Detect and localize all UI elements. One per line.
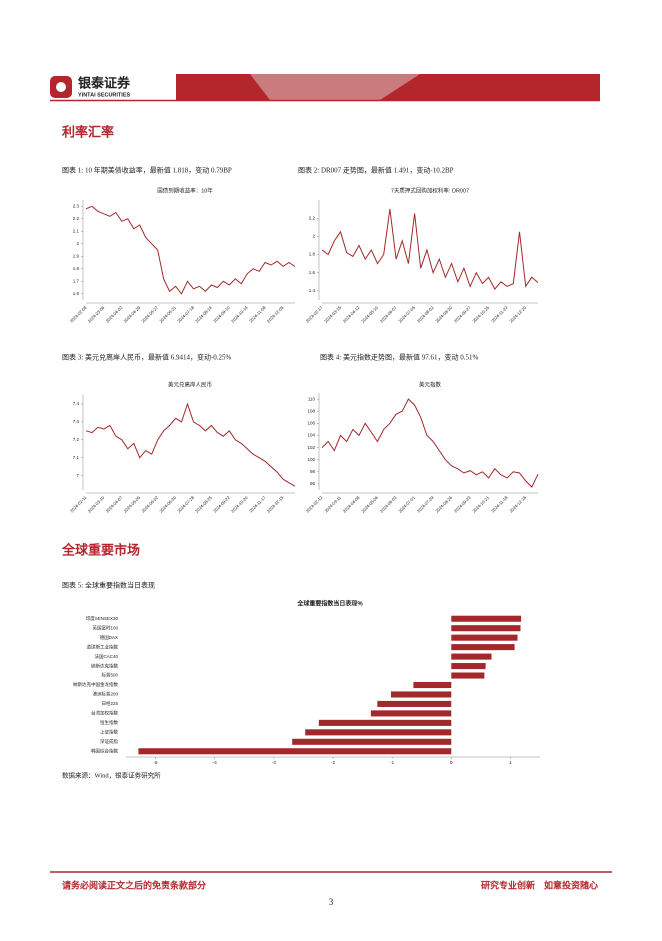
y-tick-label: 7.1 bbox=[73, 455, 80, 460]
source-note: 数据来源：Wind，银泰证券研究所 bbox=[62, 770, 161, 779]
x-tick-label: 0 bbox=[450, 760, 453, 765]
bar bbox=[451, 615, 522, 622]
y-tick-label: 98 bbox=[310, 469, 316, 474]
y-tick-label: 100 bbox=[307, 457, 315, 462]
y-tick-label: 英国富时100 bbox=[92, 624, 118, 631]
y-tick-label: 2.2 bbox=[309, 215, 316, 220]
chart-title: 美元指数 bbox=[419, 380, 442, 388]
bar bbox=[390, 691, 452, 698]
y-tick-label: 104 bbox=[307, 433, 315, 438]
y-tick-label: 2 bbox=[76, 241, 79, 246]
y-tick-label: 2.1 bbox=[73, 228, 80, 233]
bar bbox=[305, 729, 452, 736]
y-tick-label: 2 bbox=[312, 234, 315, 239]
line-series bbox=[321, 398, 539, 488]
bar bbox=[451, 663, 486, 670]
y-tick-label: 恒生指数 bbox=[100, 719, 118, 726]
logo-icon-inner bbox=[56, 82, 66, 92]
footer-slogan: 研究专业创新 如意投资随心 bbox=[481, 879, 598, 890]
y-tick-label: 96 bbox=[310, 481, 316, 486]
y-tick-label: 韩国综合指数 bbox=[91, 747, 118, 754]
section-heading: 利率汇率 bbox=[62, 124, 114, 139]
y-tick-label: 1.8 bbox=[73, 266, 80, 271]
bar bbox=[318, 719, 452, 726]
y-tick-label: 德国DAX bbox=[100, 634, 118, 641]
figure-caption: 图表 1: 10 年期美债收益率，最新值 1.818，变动 0.79BP bbox=[62, 166, 232, 175]
y-tick-label: 106 bbox=[307, 421, 315, 426]
y-tick-label: 7.3 bbox=[73, 419, 80, 424]
figure-caption: 图表 4: 美元指数走势图，最新值 97.61，变动 0.51% bbox=[320, 353, 478, 362]
y-tick-label: 纳斯达克中国金龙指数 bbox=[73, 681, 118, 688]
x-tick-label: -3 bbox=[272, 760, 276, 765]
y-tick-label: 纳斯达克指数 bbox=[91, 662, 118, 669]
x-tick-label: -1 bbox=[390, 760, 394, 765]
x-tick-label: -4 bbox=[213, 760, 217, 765]
y-tick-label: 7.4 bbox=[73, 401, 80, 406]
footer-disclaimer: 请务必阅读正文之后的免责条款部分 bbox=[62, 879, 206, 890]
y-tick-label: 1.6 bbox=[309, 270, 316, 275]
y-tick-label: 深证成指 bbox=[100, 738, 118, 745]
bar bbox=[451, 625, 521, 632]
bar bbox=[138, 748, 452, 755]
y-tick-label: 日经225 bbox=[101, 700, 118, 707]
y-tick-label: 澳洲标普200 bbox=[92, 691, 118, 698]
bar bbox=[451, 672, 485, 679]
bar bbox=[377, 700, 452, 707]
y-tick-label: 1.4 bbox=[309, 288, 316, 293]
y-tick-label: 7 bbox=[76, 473, 79, 478]
y-tick-label: 108 bbox=[307, 408, 315, 413]
y-tick-label: 台湾加权指数 bbox=[91, 710, 118, 717]
y-tick-label: 印度SENSEX30 bbox=[86, 615, 119, 622]
bar bbox=[413, 681, 452, 689]
section-heading: 全球重要市场 bbox=[61, 542, 140, 557]
y-tick-label: 110 bbox=[308, 396, 316, 401]
y-tick-label: 1.9 bbox=[73, 253, 80, 258]
y-tick-label: 2.2 bbox=[73, 216, 80, 221]
y-tick-label: 标普500 bbox=[101, 672, 118, 679]
x-tick-label: -5 bbox=[154, 760, 158, 765]
y-tick-label: 102 bbox=[307, 445, 315, 450]
chart-title: 国债到期收益率：10年 bbox=[157, 186, 213, 194]
figure-caption: 图表 2: DR007 走势图，最新值 1.491，变动-10.2BP bbox=[298, 166, 454, 175]
y-tick-label: 2.3 bbox=[73, 203, 80, 208]
line-series bbox=[85, 205, 296, 295]
line-series bbox=[85, 402, 296, 487]
figure-caption: 图表 3: 美元兑离岸人民币，最新值 6.9414，变动-0.25% bbox=[62, 353, 232, 362]
bar bbox=[292, 738, 452, 745]
chart-title: 全球重要指数当日表现% bbox=[296, 600, 363, 608]
chart-title: 7天质押式回购加权利率: DR007 bbox=[391, 186, 469, 194]
bar bbox=[370, 710, 452, 717]
bar bbox=[451, 644, 515, 651]
page-number: 3 bbox=[329, 897, 334, 907]
logo-name: 银泰证券 bbox=[78, 75, 131, 90]
bar bbox=[451, 653, 492, 660]
y-tick-label: 法国CAC40 bbox=[94, 653, 118, 660]
y-tick-label: 1.8 bbox=[309, 252, 316, 257]
y-tick-label: 7.2 bbox=[73, 437, 80, 442]
line-series bbox=[321, 209, 539, 290]
x-tick-label: 1 bbox=[509, 760, 512, 765]
y-tick-label: 上证指数 bbox=[100, 729, 118, 736]
chart-title: 美元兑离岸人民币 bbox=[168, 380, 213, 388]
header-decoration bbox=[250, 74, 420, 100]
y-tick-label: 道琼斯工业指数 bbox=[87, 643, 119, 650]
x-tick-label: -2 bbox=[331, 760, 335, 765]
bar bbox=[451, 634, 518, 641]
logo-en: YINTAI SECURITIES bbox=[78, 92, 130, 98]
y-tick-label: 1.7 bbox=[73, 278, 80, 283]
figure-caption: 图表 5: 全球重要指数当日表现 bbox=[62, 581, 155, 590]
y-tick-label: 1.6 bbox=[73, 291, 80, 296]
